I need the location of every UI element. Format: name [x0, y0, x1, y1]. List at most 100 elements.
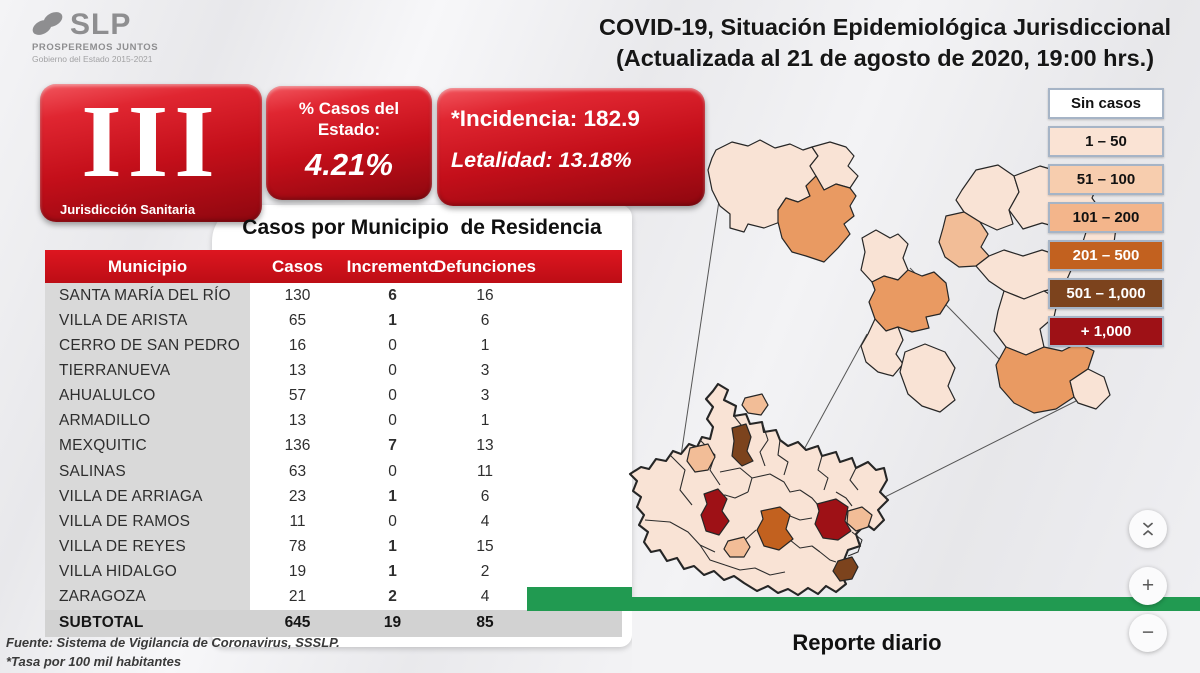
map-callout-line: [852, 399, 1079, 514]
cell-defunciones: 6: [440, 484, 530, 510]
cell-casos: 11: [250, 509, 345, 535]
subtotal-filler: [530, 609, 622, 637]
col-municipio: Municipio: [107, 256, 188, 276]
letalidad-value: Letalidad: 13.18%: [451, 148, 632, 172]
cell-filler: [530, 358, 622, 384]
legend-item: 501 – 1,000: [1048, 278, 1164, 309]
col-incremento: Incremento: [346, 256, 439, 276]
incidencia-value: *Incidencia: 182.9: [451, 106, 640, 131]
map-region: [860, 229, 909, 283]
pct-casos-card: % Casos del Estado: 4.21%: [266, 86, 432, 200]
legend-item: + 1,000: [1048, 316, 1164, 347]
subtotal-label: SUBTOTAL: [45, 609, 250, 637]
subtotal-defunciones: 85: [440, 609, 530, 637]
cell-municipio: VILLA DE RAMOS: [45, 509, 250, 535]
cell-filler: [530, 433, 622, 459]
cell-defunciones: 2: [440, 559, 530, 585]
pct-label-line1: % Casos del: [298, 99, 400, 118]
cell-filler: [530, 484, 622, 510]
cell-filler: [530, 559, 622, 585]
table-row: MEXQUITIC 136 7 13: [45, 433, 622, 459]
table-title: Casos por Municipio de Residencia: [242, 216, 602, 239]
cases-table: Municipio Casos Incremento Defunciones S…: [45, 250, 622, 637]
jurisdiction-number: III: [81, 84, 221, 199]
report-label: Reporte diario: [792, 630, 942, 655]
zoom-in-button[interactable]: +: [1129, 567, 1167, 605]
map-region: [1069, 368, 1111, 410]
cell-defunciones: 6: [440, 308, 530, 334]
slp-logo-icon: [30, 9, 66, 38]
cell-incremento: 1: [345, 559, 440, 585]
cell-casos: 21: [250, 584, 345, 610]
map-callout-line: [677, 193, 721, 477]
table-row: VILLA DE REYES 78 1 15: [45, 534, 622, 560]
zoom-out-button[interactable]: −: [1129, 614, 1167, 652]
cell-casos: 136: [250, 433, 345, 459]
state-municipality: [723, 536, 751, 558]
cell-filler: [530, 408, 622, 434]
table-row: ARMADILLO 13 0 1: [45, 408, 622, 434]
page-title: COVID-19, Situación Epidemiológica Juris…: [575, 12, 1195, 74]
slp-logo: SLP PROSPEREMOS JUNTOS Gobierno del Esta…: [30, 9, 222, 64]
cell-municipio: SANTA MARÍA DEL RÍO: [45, 283, 250, 309]
state-municipality: [700, 488, 730, 536]
cell-defunciones: 13: [440, 433, 530, 459]
cell-defunciones: 11: [440, 458, 530, 485]
state-map-outline: [628, 382, 890, 597]
table-row: VILLA DE RAMOS 11 0 4: [45, 509, 622, 535]
cell-municipio: CERRO DE SAN PEDRO: [45, 333, 250, 359]
subtotal-incremento: 19: [345, 609, 440, 637]
cell-defunciones: 3: [440, 383, 530, 409]
cell-municipio: MEXQUITIC: [45, 433, 250, 459]
map-region: [993, 290, 1059, 356]
cell-filler: [530, 458, 622, 485]
title-line-2: (Actualizada al 21 de agosto de 2020, 19…: [615, 45, 1155, 72]
state-municipality: [846, 506, 873, 532]
state-municipality: [741, 393, 769, 416]
fit-view-button[interactable]: [1129, 510, 1167, 548]
table-row: TIERRANUEVA 13 0 3: [45, 358, 622, 384]
logo-tagline: PROSPEREMOS JUNTOS: [32, 42, 159, 53]
incidencia-card: *Incidencia: 182.9 Letalidad: 13.18%: [437, 88, 705, 206]
cell-defunciones: 3: [440, 358, 530, 384]
footnotes: Fuente: Sistema de Vigilancia de Coronav…: [6, 634, 340, 672]
map-region: [868, 269, 950, 333]
legend-item: 101 – 200: [1048, 202, 1164, 233]
map-region: [860, 318, 904, 377]
cell-filler: [530, 534, 622, 560]
table-body: SANTA MARÍA DEL RÍO 130 6 16 VILLA DE ARISTA…: [45, 283, 622, 610]
cell-filler: [530, 308, 622, 334]
cell-casos: 130: [250, 283, 345, 309]
table-row: VILLA DE ARISTA 65 1 6: [45, 308, 622, 334]
cell-incremento: 7: [345, 433, 440, 459]
table-header-row: Municipio Casos Incremento Defunciones: [45, 250, 622, 283]
legend-item: 201 – 500: [1048, 240, 1164, 271]
municipality-map: [628, 139, 1117, 597]
cell-municipio: VILLA DE ARRIAGA: [45, 484, 250, 510]
green-bar: [620, 597, 1200, 611]
subtotal-row: SUBTOTAL 645 19 85: [45, 609, 622, 637]
cell-incremento: 0: [345, 358, 440, 384]
cell-casos: 63: [250, 458, 345, 485]
table-row: SANTA MARÍA DEL RÍO 130 6 16: [45, 283, 622, 309]
state-municipality: [731, 423, 754, 467]
pct-value: 4.21%: [305, 146, 393, 182]
col-defunciones: Defunciones: [433, 256, 537, 276]
cell-defunciones: 16: [440, 283, 530, 309]
cell-incremento: 1: [345, 534, 440, 560]
title-line-1: COVID-19, Situación Epidemiológica Juris…: [599, 14, 1171, 40]
legend-item: 1 – 50: [1048, 126, 1164, 157]
table-row: CERRO DE SAN PEDRO 16 0 1: [45, 333, 622, 359]
cell-casos: 13: [250, 358, 345, 384]
cell-filler: [530, 509, 622, 535]
cell-filler: [530, 283, 622, 309]
pct-label-line2: Estado:: [317, 120, 381, 140]
cell-defunciones: 4: [440, 509, 530, 535]
map-region: [955, 164, 1020, 231]
fuente-text: Fuente: Sistema de Vigilancia de Coronav…: [6, 635, 340, 650]
cell-casos: 57: [250, 383, 345, 409]
table-row: AHUALULCO 57 0 3: [45, 383, 622, 409]
cell-defunciones: 1: [440, 333, 530, 359]
cell-municipio: SALINAS: [45, 458, 250, 485]
cell-municipio: VILLA DE ARISTA: [45, 308, 250, 334]
